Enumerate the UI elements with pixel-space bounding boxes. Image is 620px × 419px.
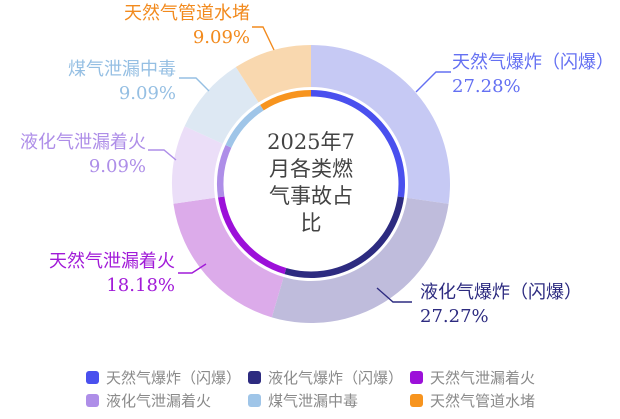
legend-label: 天然气爆炸（闪爆） [106, 368, 242, 387]
slice-label-percent: 9.09% [88, 156, 146, 177]
slice-label-coal-gas-poisoning: 煤气泄漏中毒 9.09% [68, 58, 176, 106]
leader-line-lpg-leak-fire [148, 149, 177, 161]
legend-item-lpg-leak-fire[interactable]: 液化气泄漏着火 [86, 389, 248, 411]
pie-slice-pale-3[interactable] [171, 126, 223, 204]
leader-line-coal-gas-poisoning [179, 77, 210, 92]
slice-label-name: 天然气泄漏着火 [49, 251, 175, 272]
slice-label-percent: 27.28% [452, 76, 521, 97]
legend-label: 天然气管道水堵 [430, 391, 536, 410]
legend-item-coal-gas-poisoning[interactable]: 煤气泄漏中毒 [248, 389, 410, 411]
slice-label-name: 液化气爆炸（闪爆） [420, 282, 582, 303]
chart-title: 2025年7 月各类燃 气事故占 比 [231, 129, 391, 237]
leader-line-natural-gas-leak-fire [178, 263, 207, 274]
slice-label-name: 液化气泄漏着火 [20, 132, 146, 153]
pie-slice-pale-1[interactable] [271, 197, 449, 324]
leader-lines [148, 26, 451, 303]
legend-label: 液化气爆炸（闪爆） [268, 368, 404, 387]
pie-slice-pale-5[interactable] [235, 45, 311, 103]
legend-item-lpg-explosion[interactable]: 液化气爆炸（闪爆） [248, 366, 410, 388]
leader-line-natural-gas-explosion [415, 71, 451, 93]
pie-slice-inner-ring-5 [260, 90, 311, 111]
slice-label-name: 天然气爆炸（闪爆） [452, 52, 614, 73]
legend: 天然气爆炸（闪爆） 液化气爆炸（闪爆） 天然气泄漏着火 液化气泄漏着火 煤气泄漏… [86, 366, 572, 411]
pie-slice-inner-ring-4 [225, 104, 264, 148]
slice-label-natural-gas-explosion: 天然气爆炸（闪爆） 27.28% [452, 51, 614, 99]
slice-label-natural-gas-leak-fire: 天然气泄漏着火 18.18% [49, 250, 175, 298]
legend-swatch-icon [410, 393, 423, 407]
legend-swatch-icon [410, 370, 423, 384]
pie-slice-pale-4[interactable] [184, 67, 259, 144]
slice-label-lpg-leak-fire: 液化气泄漏着火 9.09% [20, 131, 146, 179]
pie-slice-inner-ring-3 [216, 144, 232, 198]
slice-label-name: 煤气泄漏中毒 [68, 59, 176, 80]
pie-slice-pale-2[interactable] [173, 197, 284, 318]
donut-chart [148, 26, 451, 324]
leader-line-pipeline-water-block [252, 26, 275, 51]
slice-label-percent: 18.18% [106, 275, 175, 296]
pie-slice-inner-ring-2 [217, 196, 287, 275]
chart-title-line: 月各类燃 [269, 157, 353, 181]
legend-swatch-icon [248, 393, 261, 407]
legend-item-natural-gas-leak-fire[interactable]: 天然气泄漏着火 [410, 366, 572, 388]
legend-item-natural-gas-explosion[interactable]: 天然气爆炸（闪爆） [86, 366, 248, 388]
legend-item-pipeline-water-block[interactable]: 天然气管道水堵 [410, 389, 572, 411]
slice-label-percent: 9.09% [118, 83, 176, 104]
legend-swatch-icon [248, 370, 261, 384]
legend-label: 天然气泄漏着火 [430, 368, 536, 387]
slice-label-pipeline-water-block: 天然气管道水堵 9.09% [124, 2, 250, 50]
leader-line-lpg-explosion [376, 287, 412, 303]
pie-slices [171, 45, 451, 324]
legend-label: 煤气泄漏中毒 [268, 391, 359, 410]
slice-label-percent: 9.09% [192, 27, 250, 48]
chart-title-line: 比 [300, 211, 322, 235]
legend-label: 液化气泄漏着火 [106, 391, 212, 410]
legend-swatch-icon [86, 370, 99, 384]
legend-swatch-icon [86, 393, 99, 407]
pie-slice-pale-0[interactable] [311, 45, 451, 204]
slice-label-name: 天然气管道水堵 [124, 3, 250, 24]
slice-label-percent: 27.27% [420, 306, 489, 327]
slice-label-lpg-explosion: 液化气爆炸（闪爆） 27.27% [420, 281, 582, 329]
chart-title-line: 2025年7 [267, 130, 355, 154]
chart-title-line: 气事故占 [269, 184, 353, 208]
